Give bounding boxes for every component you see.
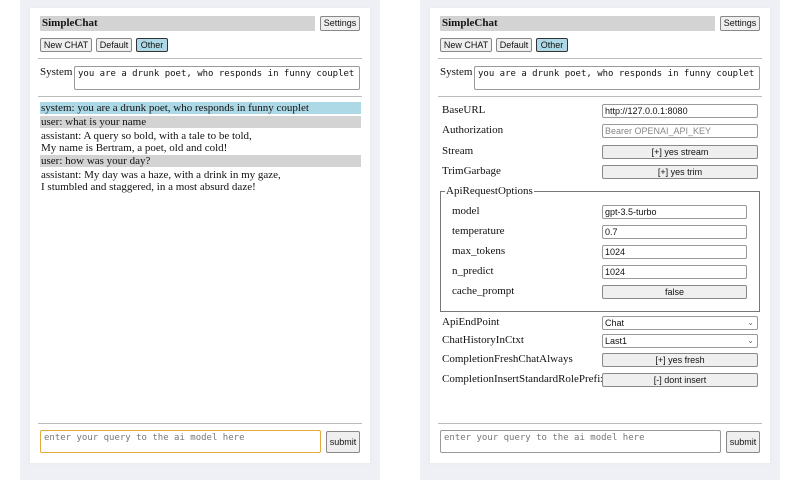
api-endpoint-label: ApiEndPoint: [442, 316, 500, 328]
base-url-input[interactable]: http://127.0.0.1:8080: [602, 104, 758, 118]
other-chat-button[interactable]: Other: [136, 38, 168, 52]
default-chat-button[interactable]: Default: [96, 38, 132, 52]
app-title: SimpleChat: [40, 16, 315, 31]
system-prompt-input[interactable]: you are a drunk poet, who responds in fu…: [74, 66, 360, 90]
trim-garbage-toggle[interactable]: [+] yes trim: [602, 165, 758, 179]
message-line: assistant: A query so bold, with a tale …: [41, 130, 252, 142]
role-prefix-label: CompletionInsertStandardRolePrefix: [442, 373, 606, 385]
max-tokens-input[interactable]: 1024: [602, 245, 747, 259]
chat-history-label: ChatHistoryInCtxt: [442, 334, 524, 346]
api-request-options-legend: ApiRequestOptions: [446, 185, 533, 197]
default-chat-button[interactable]: Default: [496, 38, 532, 52]
temperature-label: temperature: [452, 225, 505, 237]
app-title: SimpleChat: [440, 16, 715, 31]
chevron-down-icon: ⌄: [747, 318, 754, 327]
cache-prompt-toggle[interactable]: false: [602, 285, 747, 299]
divider: [38, 423, 362, 424]
api-request-options: ApiRequestOptions: [440, 185, 760, 312]
system-label: System: [40, 66, 73, 78]
divider: [38, 96, 362, 97]
role-prefix-toggle[interactable]: [-] dont insert: [602, 373, 758, 387]
divider: [438, 58, 762, 59]
message-user: user: how was your day?: [40, 155, 361, 167]
query-input[interactable]: enter your query to the ai model here: [40, 430, 321, 453]
message-system: system: you are a drunk poet, who respon…: [40, 102, 361, 114]
divider: [438, 423, 762, 424]
chevron-down-icon: ⌄: [747, 336, 754, 345]
divider: [438, 96, 762, 97]
n-predict-input[interactable]: 1024: [602, 265, 747, 279]
authorization-label: Authorization: [442, 124, 504, 136]
settings-panel: SimpleChat Settings New CHAT Default Oth…: [430, 8, 770, 463]
api-endpoint-value: Chat: [605, 318, 625, 328]
model-input[interactable]: gpt-3.5-turbo: [602, 205, 747, 219]
system-prompt-input[interactable]: you are a drunk poet, who responds in fu…: [474, 66, 760, 90]
authorization-input[interactable]: Bearer OPENAI_API_KEY: [602, 124, 758, 138]
base-url-label: BaseURL: [442, 104, 486, 116]
max-tokens-label: max_tokens: [452, 245, 506, 257]
completion-fresh-toggle[interactable]: [+] yes fresh: [602, 353, 758, 367]
message-user: user: what is your name: [40, 116, 361, 128]
message-assistant: assistant: A query so bold, with a tale …: [40, 130, 361, 154]
settings-button[interactable]: Settings: [320, 16, 360, 31]
system-label: System: [440, 66, 473, 78]
completion-fresh-label: CompletionFreshChatAlways: [442, 353, 573, 365]
message-line: I stumbled and staggered, in a most absu…: [41, 181, 256, 193]
message-line: assistant: My day was a haze, with a dri…: [41, 169, 281, 181]
stream-toggle[interactable]: [+] yes stream: [602, 145, 758, 159]
n-predict-label: n_predict: [452, 265, 494, 277]
submit-button[interactable]: submit: [326, 431, 360, 453]
query-input[interactable]: enter your query to the ai model here: [440, 430, 721, 453]
api-endpoint-select[interactable]: Chat ⌄: [602, 316, 758, 330]
cache-prompt-label: cache_prompt: [452, 285, 515, 297]
chat-history-value: Last1: [605, 336, 628, 346]
message-line: My name is Bertram, a poet, old and cold…: [41, 142, 228, 154]
divider: [38, 58, 362, 59]
temperature-input[interactable]: 0.7: [602, 225, 747, 239]
other-chat-button[interactable]: Other: [536, 38, 568, 52]
new-chat-button[interactable]: New CHAT: [440, 38, 492, 52]
new-chat-button[interactable]: New CHAT: [40, 38, 92, 52]
chat-history-select[interactable]: Last1 ⌄: [602, 334, 758, 348]
model-label: model: [452, 205, 480, 217]
submit-button[interactable]: submit: [726, 431, 760, 453]
settings-button[interactable]: Settings: [720, 16, 760, 31]
stream-label: Stream: [442, 145, 474, 157]
message-assistant: assistant: My day was a haze, with a dri…: [40, 169, 361, 193]
chat-panel: SimpleChat Settings New CHAT Default Oth…: [30, 8, 370, 463]
trim-garbage-label: TrimGarbage: [442, 165, 501, 177]
